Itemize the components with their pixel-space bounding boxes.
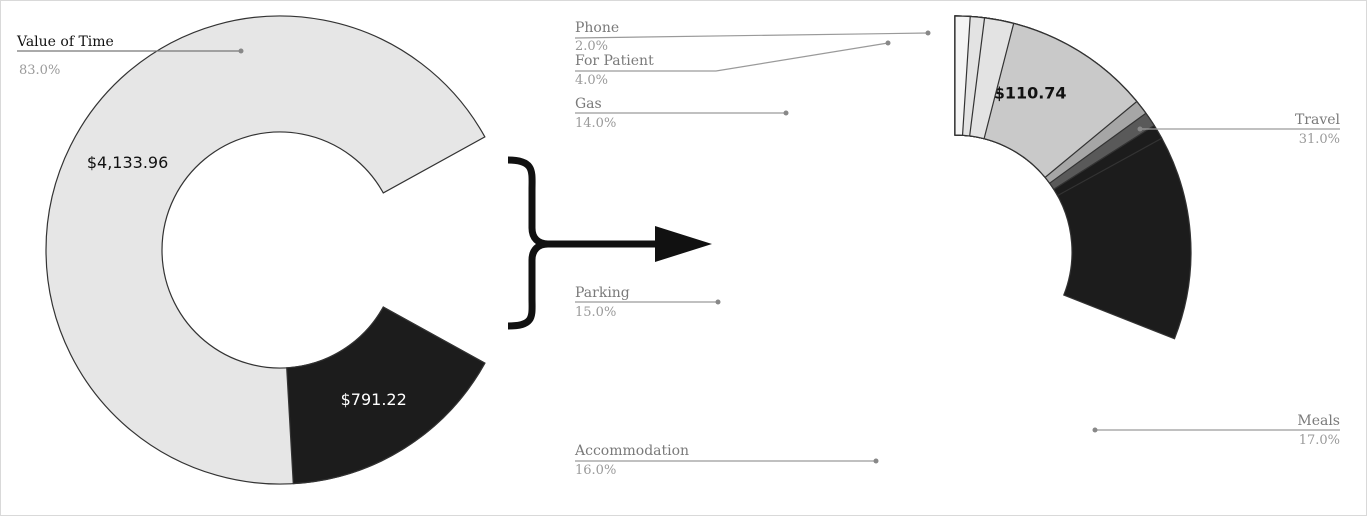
label-gas: Gas	[575, 96, 602, 112]
label-travel: Travel	[1295, 112, 1341, 128]
label-accommodation: Accommodation	[574, 443, 689, 459]
dot-parking	[715, 299, 721, 305]
pct-value-of-time: 83.0%	[19, 63, 60, 78]
right-donut: $245.21$134.47$126.56$118.65$110.74	[954, 15, 1192, 340]
pct-meals: 17.0%	[1299, 433, 1340, 448]
label-phone: Phone	[575, 20, 619, 36]
pct-parking: 15.0%	[575, 305, 616, 320]
leader-phone	[574, 32, 929, 39]
label-for-patient: For Patient	[575, 53, 654, 69]
pct-gas: 14.0%	[575, 116, 616, 131]
right-value-gas: $110.74	[994, 83, 1067, 102]
pct-travel: 31.0%	[1299, 132, 1340, 147]
dot-value-of-time	[238, 48, 244, 54]
pct-phone: 2.0%	[575, 39, 608, 54]
label-meals: Meals	[1297, 413, 1340, 429]
left-value-value-of-time: $4,133.96	[87, 153, 168, 172]
label-value-of-time: Value of Time	[16, 34, 114, 50]
dot-phone	[925, 30, 931, 36]
pct-for-patient: 4.0%	[575, 73, 608, 88]
dot-travel	[1137, 126, 1143, 132]
leader-lines	[17, 32, 1340, 462]
arrow-head	[655, 226, 712, 262]
leader-for-patient	[575, 42, 889, 72]
left-value-other-1: $791.22	[341, 390, 407, 409]
pct-accommodation: 16.0%	[575, 463, 616, 478]
label-parking: Parking	[575, 285, 630, 301]
dot-for-patient	[885, 40, 891, 46]
right-slice-other-7	[954, 15, 971, 136]
bracket-connector	[507, 156, 549, 330]
leader-dots	[238, 30, 1143, 464]
left-slice-other-1	[286, 306, 486, 485]
dot-accommodation	[873, 458, 879, 464]
dot-meals	[1092, 427, 1098, 433]
left-donut: $4,133.96 $791.22	[45, 15, 486, 485]
dot-gas	[783, 110, 789, 116]
